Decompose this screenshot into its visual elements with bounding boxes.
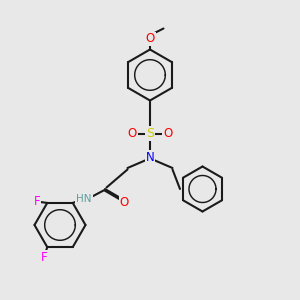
Text: S: S [146, 127, 154, 140]
Text: O: O [120, 196, 129, 209]
Text: F: F [33, 195, 40, 208]
Text: N: N [146, 151, 154, 164]
Text: O: O [146, 32, 154, 46]
Text: O: O [164, 127, 172, 140]
Text: HN: HN [76, 194, 92, 205]
Text: O: O [128, 127, 136, 140]
Text: F: F [41, 251, 48, 264]
